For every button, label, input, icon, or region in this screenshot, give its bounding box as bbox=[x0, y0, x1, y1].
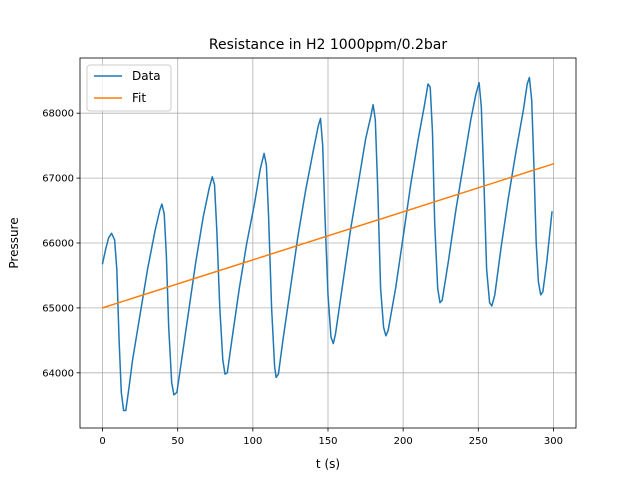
x-tick-label: 50 bbox=[171, 436, 184, 447]
x-axis-label: t (s) bbox=[316, 457, 340, 471]
x-tick-label: 300 bbox=[544, 436, 563, 447]
grid-lines bbox=[80, 58, 576, 428]
x-tick-label: 200 bbox=[394, 436, 413, 447]
axis-ticks: 0 50 100 150 200 250 300 64000 65000 66000 67000 68… bbox=[42, 109, 563, 447]
x-tick-label: 150 bbox=[318, 436, 337, 447]
chart-title: Resistance in H2 1000ppm/0.2bar bbox=[209, 37, 447, 53]
x-tick-label: 100 bbox=[243, 436, 262, 447]
y-tick-label: 66000 bbox=[42, 239, 74, 250]
y-axis-label: Pressure bbox=[7, 217, 21, 268]
series-line-data bbox=[101, 76, 553, 412]
y-tick-label: 68000 bbox=[42, 109, 74, 120]
series-line-fit bbox=[101, 163, 555, 309]
x-tick-label: 0 bbox=[99, 436, 105, 447]
x-tick-label: 250 bbox=[469, 436, 488, 447]
y-tick-label: 64000 bbox=[42, 368, 74, 379]
legend-fit-label: Fit bbox=[132, 91, 146, 105]
y-tick-label: 67000 bbox=[42, 174, 74, 185]
y-tick-label: 65000 bbox=[42, 303, 74, 314]
plot-series bbox=[101, 76, 555, 412]
legend: Data Fit bbox=[86, 64, 172, 112]
legend-data-label: Data bbox=[132, 69, 161, 83]
